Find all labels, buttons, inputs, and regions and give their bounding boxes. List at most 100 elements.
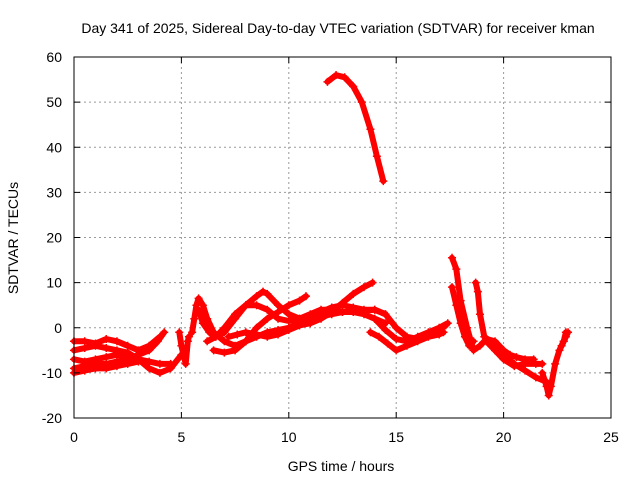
series-arc-13 xyxy=(366,328,448,355)
data-point xyxy=(274,307,283,316)
data-point xyxy=(469,337,478,346)
data-point xyxy=(561,332,570,341)
series-line xyxy=(558,329,571,349)
data-point xyxy=(370,314,379,323)
data-point xyxy=(263,332,272,341)
data-point xyxy=(460,332,469,341)
data-point xyxy=(205,328,214,337)
data-point xyxy=(274,314,283,323)
y-tick-label: -20 xyxy=(42,410,62,426)
data-point xyxy=(521,359,530,368)
y-tick-label: 60 xyxy=(46,49,62,65)
data-point xyxy=(413,337,422,346)
data-point xyxy=(263,314,272,323)
data-point xyxy=(392,346,401,355)
data-point xyxy=(482,337,491,346)
data-point xyxy=(473,287,482,296)
series-line xyxy=(71,351,174,367)
data-point xyxy=(338,298,347,307)
data-point xyxy=(123,341,132,350)
data-point xyxy=(284,301,293,310)
data-point xyxy=(456,319,465,328)
series-line xyxy=(210,293,309,356)
data-point xyxy=(301,292,310,301)
data-point xyxy=(194,294,203,303)
data-point xyxy=(153,337,162,346)
chart-title: Day 341 of 2025, Sidereal Day-to-day VTE… xyxy=(81,20,594,36)
data-point xyxy=(259,287,268,296)
data-point xyxy=(323,77,332,86)
data-point xyxy=(521,366,530,375)
data-point xyxy=(551,359,560,368)
data-point xyxy=(220,348,229,357)
data-point xyxy=(80,337,89,346)
data-point xyxy=(263,289,272,298)
data-point xyxy=(370,305,379,314)
data-point xyxy=(284,326,293,335)
data-point xyxy=(448,253,457,262)
data-point xyxy=(435,330,444,339)
data-point xyxy=(295,296,304,305)
data-point xyxy=(375,332,384,341)
series-arc-12 xyxy=(370,314,452,346)
data-point xyxy=(381,310,390,319)
data-point xyxy=(184,332,193,341)
series-arc-20 xyxy=(557,328,573,350)
data-point xyxy=(241,337,250,346)
data-point xyxy=(317,314,326,323)
series-arc-11 xyxy=(224,278,377,341)
x-axis-label: GPS time / hours xyxy=(288,458,395,474)
data-point xyxy=(274,301,283,310)
data-point xyxy=(102,364,111,373)
data-point xyxy=(538,368,547,377)
data-point xyxy=(452,265,461,274)
y-tick-label: -10 xyxy=(42,365,62,381)
data-point xyxy=(112,362,121,371)
data-point xyxy=(338,307,347,316)
data-point xyxy=(546,382,555,391)
data-point xyxy=(179,350,188,359)
data-point xyxy=(224,332,233,341)
data-point xyxy=(203,337,212,346)
x-tick-label: 10 xyxy=(281,429,297,445)
x-tick-label: 25 xyxy=(603,429,619,445)
data-point xyxy=(340,73,349,82)
data-point xyxy=(452,301,461,310)
data-point xyxy=(263,305,272,314)
data-point xyxy=(183,337,192,346)
data-point xyxy=(359,283,368,292)
data-point xyxy=(102,353,111,362)
data-point xyxy=(252,330,261,339)
data-point xyxy=(274,330,283,339)
y-tick-label: 10 xyxy=(46,275,62,291)
series-line xyxy=(324,72,387,185)
data-point xyxy=(91,364,100,373)
data-point xyxy=(284,310,293,319)
series-arc-4 xyxy=(70,328,169,373)
data-point xyxy=(366,328,375,337)
data-point xyxy=(368,278,377,287)
data-point xyxy=(381,326,390,335)
data-point xyxy=(471,278,480,287)
data-point xyxy=(392,323,401,332)
data-point xyxy=(379,177,388,186)
axis-ticks: 0 5 10 15 20 25 -20 -10 0 10 20 30 40 50 60 xyxy=(42,49,619,445)
data-point xyxy=(349,289,358,298)
data-point xyxy=(175,328,184,337)
x-tick-label: 0 xyxy=(70,429,78,445)
data-point xyxy=(134,357,143,366)
data-point xyxy=(112,337,121,346)
y-tick-label: 40 xyxy=(46,139,62,155)
series-arc-6 xyxy=(175,328,193,368)
data-point xyxy=(510,362,519,371)
series-arc-14 xyxy=(323,71,388,186)
data-point xyxy=(209,346,218,355)
data-point xyxy=(231,310,240,319)
data-point xyxy=(359,306,368,315)
data-point xyxy=(439,328,448,337)
data-point xyxy=(188,328,197,337)
data-point xyxy=(252,323,261,332)
data-point xyxy=(102,344,111,353)
data-point xyxy=(512,353,521,362)
